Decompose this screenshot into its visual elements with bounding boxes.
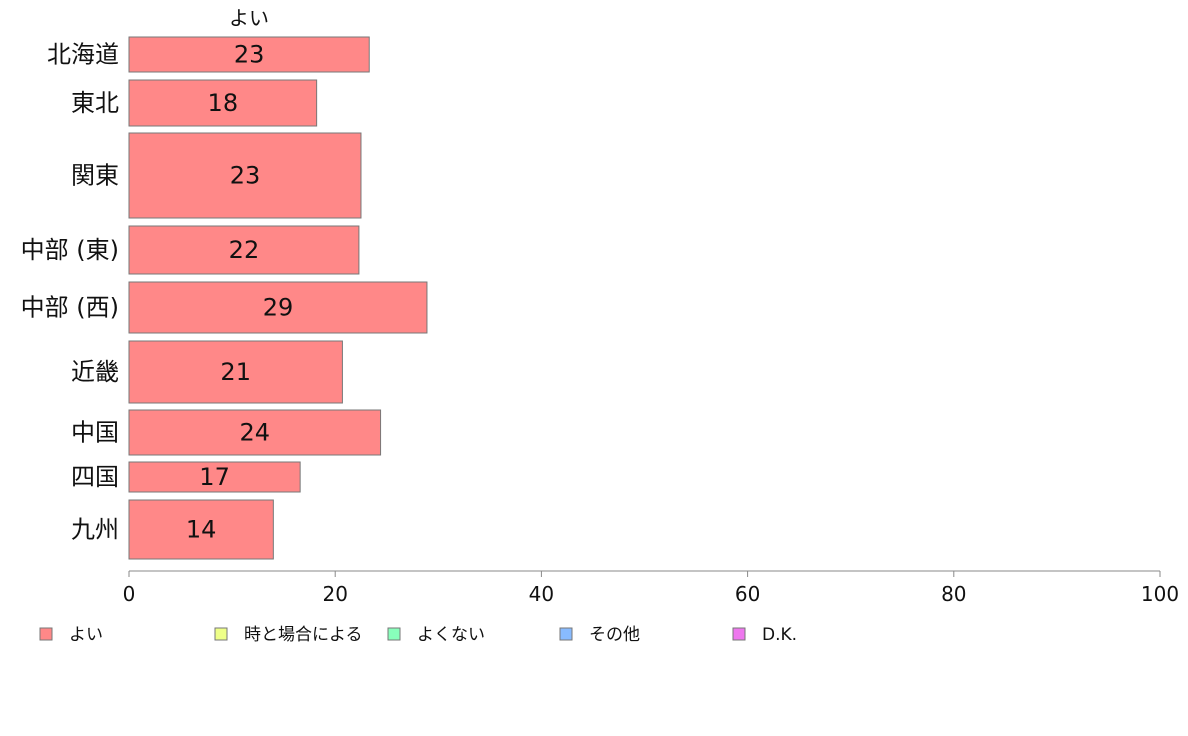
legend-label: 時と場合による — [244, 625, 363, 645]
bar-value-label: 23 — [234, 41, 265, 69]
legend-swatch — [39, 627, 53, 641]
category-label: 中部 (西) — [21, 294, 119, 322]
bar — [128, 340, 343, 404]
category-label: 中部 (東) — [21, 236, 119, 264]
legend-swatch — [214, 627, 228, 641]
bar — [128, 281, 428, 334]
category-label: 中国 — [71, 419, 119, 447]
category-label: 九州 — [71, 516, 119, 544]
bar-value-label: 21 — [220, 358, 251, 386]
bar — [128, 36, 370, 73]
category-label: 東北 — [71, 89, 119, 117]
bar-value-label: 14 — [186, 516, 217, 544]
bar-value-label: 29 — [263, 294, 294, 322]
x-tick-label: 60 — [735, 582, 760, 606]
bar — [128, 499, 274, 560]
bar — [128, 132, 362, 219]
bar-value-label: 22 — [229, 236, 260, 264]
x-tick-label: 0 — [123, 582, 136, 606]
bar-value-label: 17 — [199, 463, 230, 491]
x-tick-label: 80 — [941, 582, 966, 606]
x-tick-label: 40 — [529, 582, 554, 606]
bar — [128, 225, 360, 275]
category-label: 北海道 — [47, 41, 119, 69]
bar-value-label: 18 — [208, 89, 239, 117]
x-tick-label: 100 — [1141, 582, 1179, 606]
legend-label: よくない — [417, 625, 485, 645]
bar — [128, 409, 382, 456]
category-label: 近畿 — [71, 358, 119, 386]
bar — [128, 79, 318, 127]
legend-swatch — [732, 627, 746, 641]
legend-swatch — [559, 627, 573, 641]
x-axis: 0 20 40 60 80 100 — [123, 570, 1179, 606]
legend: よい 時と場合による よくない その他 D.K. — [39, 625, 797, 645]
legend-label: D.K. — [762, 625, 797, 645]
category-label: 関東 — [71, 162, 119, 190]
legend-label: その他 — [589, 625, 640, 645]
bar — [128, 461, 301, 493]
category-label: 四国 — [71, 463, 119, 491]
legend-swatch — [387, 627, 401, 641]
bar-value-label: 23 — [230, 162, 261, 190]
series-title: よい — [229, 6, 269, 30]
legend-label: よい — [69, 625, 103, 645]
bar-value-label: 24 — [240, 419, 271, 447]
bars-group: 北海道 23 東北 18 関東 23 中部 (東) 22 中部 (西) 29 近畿 21 中国 24 四国 1… — [21, 36, 428, 560]
x-tick-label: 20 — [322, 582, 347, 606]
